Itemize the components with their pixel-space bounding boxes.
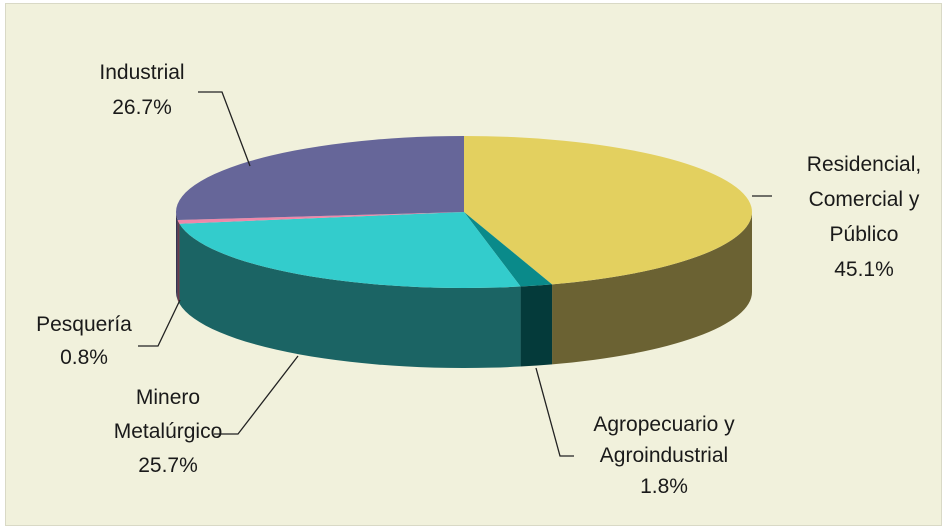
percent-label: 1.8% <box>640 475 688 498</box>
pie-slice-side <box>175 212 178 300</box>
pie-tops <box>175 136 752 289</box>
pie-slice <box>464 136 752 285</box>
pie-slice-side <box>177 219 180 304</box>
label-agropecuario: Agropecuario y Agroindustrial 1.8% <box>593 413 735 498</box>
label-pesqueria: Pesquería 0.8% <box>36 313 132 369</box>
pie-slice-side <box>520 284 553 367</box>
label-text: Público <box>830 223 899 246</box>
label-text: Agroindustrial <box>600 444 728 467</box>
label-residencial: Residencial, Comercial y Público 45.1% <box>807 153 921 281</box>
label-text: Metalúrgico <box>114 420 223 443</box>
percent-label: 45.1% <box>834 258 894 281</box>
pie-slice <box>175 136 465 220</box>
label-minero: Minero Metalúrgico 25.7% <box>114 386 223 477</box>
pie-sides <box>175 212 752 369</box>
pie-slice-side <box>179 223 521 369</box>
pie-slice <box>179 212 521 289</box>
percent-label: 26.7% <box>112 96 172 119</box>
pie-slice <box>177 212 464 224</box>
leader-lines <box>138 91 772 457</box>
label-text: Industrial <box>99 61 184 84</box>
leader-line <box>535 367 574 457</box>
percent-label: 0.8% <box>60 346 108 369</box>
leader-line <box>198 91 251 167</box>
label-text: Comercial y <box>809 188 920 211</box>
leader-line <box>214 355 299 435</box>
label-text: Pesquería <box>36 313 132 336</box>
pie-slice-side <box>552 212 752 365</box>
label-text: Residencial, <box>807 153 921 176</box>
leader-line <box>138 299 181 347</box>
label-industrial: Industrial 26.7% <box>99 61 184 119</box>
pie-slice <box>464 212 553 287</box>
label-text: Agropecuario y <box>593 413 735 436</box>
percent-label: 25.7% <box>138 454 198 477</box>
label-text: Minero <box>136 386 200 409</box>
